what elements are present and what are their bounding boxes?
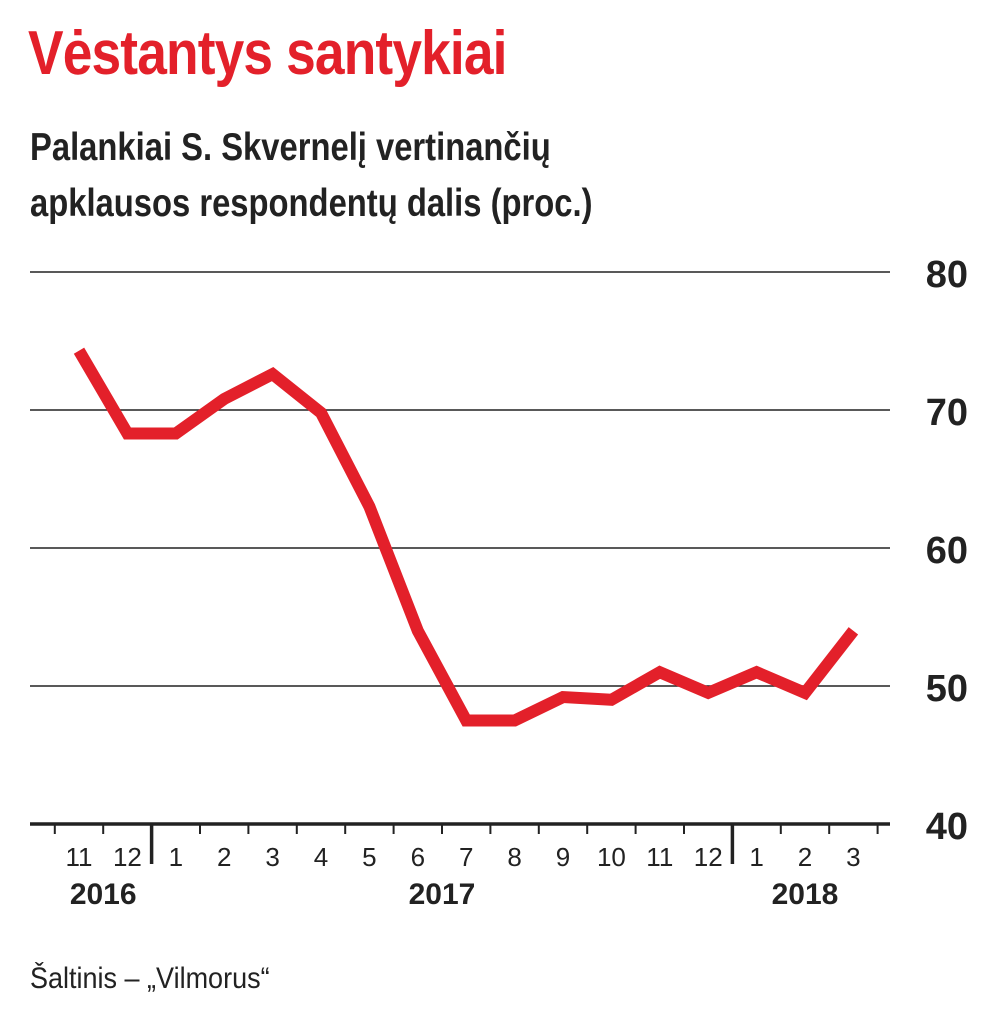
x-tick-label: 10 [597, 842, 626, 872]
data-point [563, 697, 564, 698]
x-tick-label: 9 [556, 842, 570, 872]
x-tick-label: 3 [846, 842, 860, 872]
y-tick-label: 40 [926, 806, 968, 848]
x-tick-label: 3 [265, 842, 279, 872]
x-tick-label: 7 [459, 842, 473, 872]
x-tick-label: 2 [798, 842, 812, 872]
y-tick-label: 60 [926, 530, 968, 572]
data-point [514, 720, 515, 721]
x-tick-label: 6 [411, 842, 425, 872]
x-tick-label: 12 [694, 842, 723, 872]
data-point [659, 672, 660, 673]
y-axis-ticks: 40 50 60 70 80 [926, 254, 968, 848]
x-tick-label: 1 [749, 842, 763, 872]
data-point [853, 630, 854, 631]
x-tick-label: 2 [217, 842, 231, 872]
x-tick-label: 12 [113, 842, 142, 872]
data-point [127, 433, 128, 434]
data-point [175, 433, 176, 434]
gridlines [30, 271, 890, 826]
x-tick-label: 11 [646, 842, 673, 872]
x-tick-label: 11 [66, 842, 93, 872]
source-note: Šaltinis – „Vilmorus“ [30, 962, 270, 995]
x-tick-label: 5 [362, 842, 376, 872]
data-point [805, 692, 806, 693]
data-point [369, 506, 370, 507]
chart-title: Vėstantys santykiai [28, 19, 507, 88]
data-point [224, 398, 225, 399]
data-point [272, 374, 273, 375]
series-line [73, 347, 859, 727]
y-tick-label: 70 [926, 392, 968, 434]
year-label: 2017 [409, 878, 476, 911]
x-tick-label: 1 [169, 842, 183, 872]
data-point [611, 699, 612, 700]
data-point [79, 350, 80, 351]
chart-subtitle: Palankiai S. Skvernelį vertinančių apkla… [30, 120, 870, 232]
x-tick-label: 8 [507, 842, 521, 872]
y-tick-label: 80 [926, 254, 968, 296]
x-tick-label: 4 [314, 842, 328, 872]
subtitle-line-1: Palankiai S. Skvernelį vertinančių [30, 126, 551, 169]
year-label: 2016 [70, 878, 137, 911]
data-point [708, 692, 709, 693]
data-point [466, 720, 467, 721]
subtitle-line-2: apklausos respondentų dalis (proc.) [30, 182, 593, 225]
data-point [417, 630, 418, 631]
series [73, 347, 859, 727]
y-tick-label: 50 [926, 668, 968, 710]
data-point [756, 672, 757, 673]
data-point [321, 412, 322, 413]
year-label: 2018 [772, 878, 839, 911]
